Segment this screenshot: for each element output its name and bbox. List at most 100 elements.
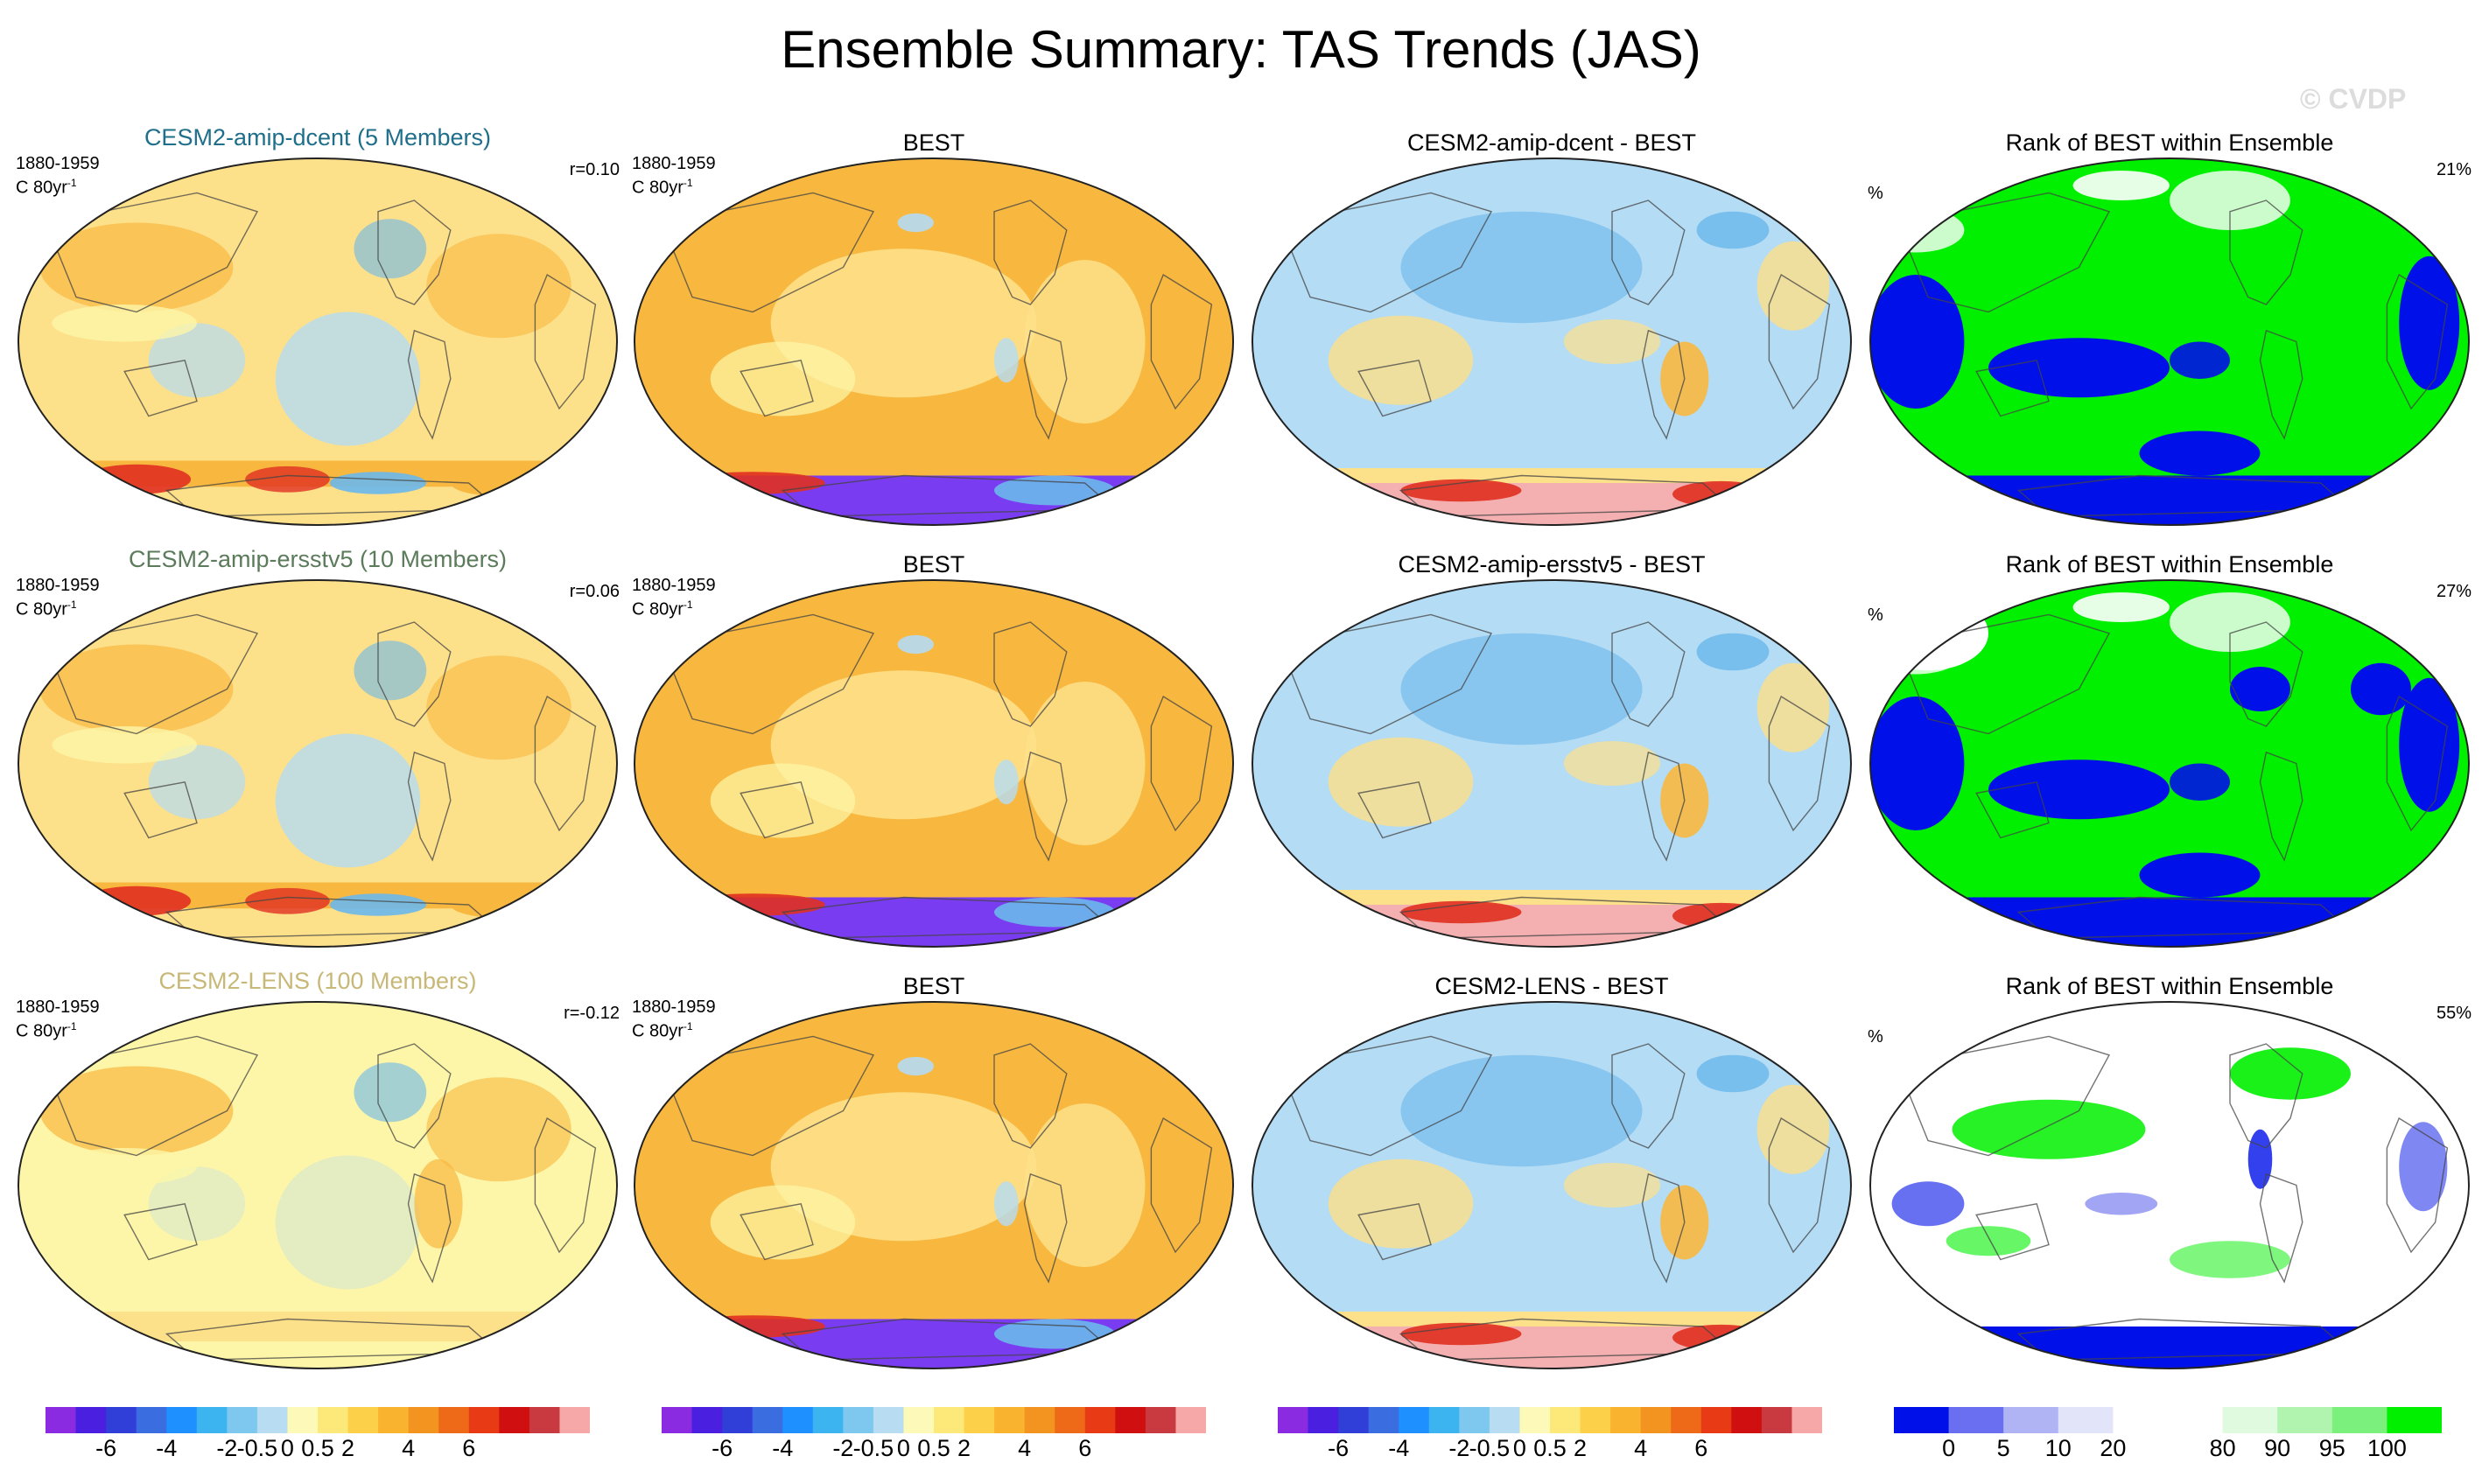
field-region [2399, 677, 2460, 812]
colorbar-tick-label: 5 [1996, 1435, 2010, 1461]
field-region [1563, 319, 1661, 364]
coastline [1023, 751, 1068, 862]
field-region [897, 634, 934, 654]
field-region [1672, 480, 1770, 508]
colorbar-tick-label: 100 [2366, 1435, 2407, 1461]
field-region [1672, 1324, 1770, 1351]
field-band [1252, 905, 1851, 947]
colorbar-swatch [1459, 1407, 1490, 1433]
rank-colorbar [1894, 1407, 2443, 1433]
field-region [994, 338, 1019, 383]
coastline [1279, 1035, 1493, 1157]
trend-colorbar [1278, 1407, 1823, 1433]
colorbar-swatch [1671, 1407, 1702, 1433]
colorbar-swatch [1368, 1407, 1399, 1433]
field-region [245, 466, 330, 493]
units-label: C 80yr-1 [16, 173, 100, 198]
colorbar-tick-label: 10 [2044, 1435, 2072, 1461]
units-label: C 80yr-1 [632, 173, 716, 198]
units-label: C 80yr-1 [16, 1017, 100, 1041]
colorbar-swatch [1761, 1407, 1792, 1433]
rank-unit-label: % [1868, 184, 1883, 203]
coastline [2229, 1043, 2303, 1149]
field-region [1672, 902, 1770, 929]
colorbar-swatch [529, 1407, 560, 1433]
field-region [354, 1062, 427, 1123]
colorbar-swatch [438, 1407, 470, 1433]
panel-title: BEST [902, 551, 965, 578]
coastline [407, 751, 452, 862]
field-region [329, 893, 427, 916]
figure-title: Ensemble Summary: TAS Trends (JAS) [781, 20, 1701, 79]
field-region [1870, 275, 1965, 409]
units-exponent: -1 [683, 598, 693, 611]
coastline [2229, 200, 2303, 305]
coastline [1279, 192, 1493, 313]
colorbar-swatch [1550, 1407, 1581, 1433]
globe-map [1869, 579, 2470, 948]
map-field [635, 580, 1233, 947]
globe-map [18, 158, 618, 526]
coastline [1975, 780, 2050, 839]
map-outline [1252, 1001, 1852, 1369]
coastline [2386, 695, 2449, 832]
colorbar-swatch [1519, 1407, 1551, 1433]
pattern-correlation: r=-0.12 [564, 1004, 620, 1023]
period-label: 1880-1959 [16, 154, 100, 173]
period-label: 1880-1959 [632, 998, 716, 1017]
field-band [1870, 897, 2469, 947]
map-rank-row1 [1868, 156, 2471, 528]
panel-title: CESM2-amip-dcent (5 Members) [144, 124, 492, 150]
field-region [2170, 171, 2290, 230]
colorbar-swatch [1278, 1407, 1309, 1433]
coastline [1023, 329, 1068, 440]
units-label: C 80yr-1 [632, 595, 716, 620]
map-obs-row2 [632, 578, 1236, 949]
colorbar-swatch [106, 1407, 137, 1433]
units-label: C 80yr-1 [16, 595, 100, 620]
colorbar-swatch [1399, 1407, 1430, 1433]
colorbar-swatch [408, 1407, 439, 1433]
coastline [407, 329, 452, 440]
field-region [2139, 430, 2261, 476]
colorbar-swatch [2058, 1407, 2114, 1433]
field-region [2170, 341, 2230, 379]
panel-title: CESM2-amip-ersstv5 - BEST [1398, 551, 1706, 578]
field-region [1696, 211, 1770, 249]
colorbar-swatch [1640, 1407, 1672, 1433]
field-region [275, 1155, 421, 1290]
colorbar-swatch [1894, 1407, 1950, 1433]
colorbar-swatch [691, 1407, 723, 1433]
map-outline [18, 1001, 618, 1369]
coastline [2229, 621, 2303, 727]
field-region [52, 1148, 197, 1186]
colorbar-swatch [782, 1407, 814, 1433]
coastline [407, 1172, 452, 1284]
field-region [994, 1181, 1019, 1227]
field-region [1870, 696, 1965, 830]
map-field [18, 1002, 617, 1368]
map-outline [1252, 158, 1852, 526]
rank-colorbar-swatches [1894, 1407, 2443, 1433]
field-region [39, 1066, 234, 1156]
field-region [39, 644, 234, 734]
colorbar-swatch [662, 1407, 693, 1433]
coastline [993, 621, 1068, 727]
colorbar-swatch [347, 1407, 379, 1433]
colorbar-swatch [873, 1407, 904, 1433]
field-region [1400, 1322, 1522, 1346]
units-text: C 80yr [16, 599, 67, 620]
field-band [635, 475, 1233, 525]
map-outline [18, 158, 618, 526]
coastline [2386, 1116, 2449, 1254]
colorbar-tick-label: -6 [1328, 1435, 1350, 1461]
rank-percent: 55% [2436, 1004, 2471, 1023]
field-region [1891, 1181, 1965, 1227]
map-outline [634, 158, 1234, 526]
coastline [1357, 780, 1432, 839]
map-field [1870, 158, 2469, 525]
colorbar-tick-label: 4 [402, 1435, 416, 1461]
panel-period: 1880-1959 C 80yr-1 [16, 576, 100, 620]
panel-title: CESM2-amip-ersstv5 (10 Members) [128, 546, 508, 572]
field-region [52, 726, 197, 764]
